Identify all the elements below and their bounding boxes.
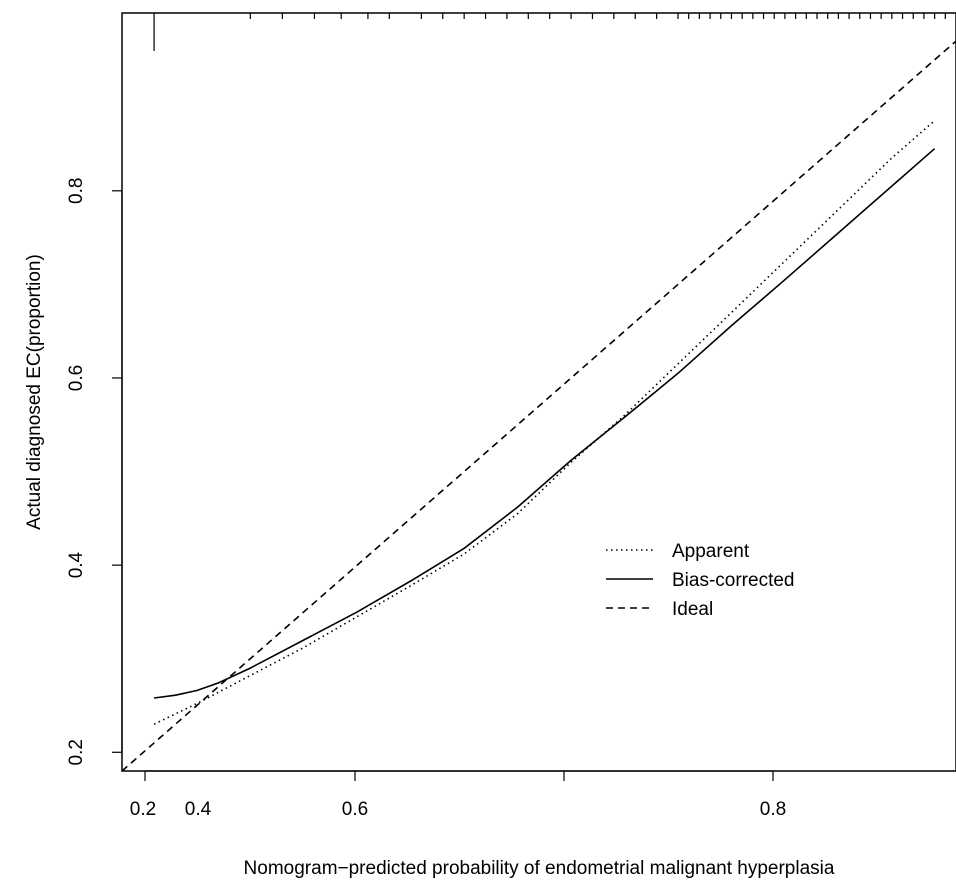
rug-layer	[153, 13, 946, 51]
series-line-bias-corrected	[153, 148, 936, 699]
x-tick-label: 0.6	[342, 799, 368, 820]
x-axis: 0.2 0.4 0.6 0.8	[130, 770, 786, 820]
y-tick-label: 0.2	[66, 739, 87, 765]
y-tick-label: 0.8	[66, 178, 87, 204]
x-tick-label: 0.4	[185, 799, 212, 820]
legend-label: Ideal	[672, 599, 713, 620]
y-axis: 0.2 0.4 0.6 0.8	[66, 178, 123, 766]
legend-label: Bias-corrected	[672, 570, 795, 591]
y-tick-label: 0.6	[66, 365, 87, 391]
x-tick-label: 0.8	[760, 799, 786, 820]
x-axis-title: Nomogram−predicted probability of endome…	[244, 858, 835, 879]
series-line-ideal	[121, 40, 956, 772]
legend: Apparent Bias-corrected Ideal	[606, 541, 795, 620]
y-axis-title: Actual diagnosed EC(proportion)	[24, 254, 45, 530]
y-tick-label: 0.4	[66, 551, 87, 578]
x-tick-label: 0.2	[130, 799, 156, 820]
legend-label: Apparent	[672, 541, 750, 562]
series-line-apparent	[153, 119, 936, 725]
series-layer	[121, 40, 956, 772]
plot-frame	[121, 12, 956, 772]
